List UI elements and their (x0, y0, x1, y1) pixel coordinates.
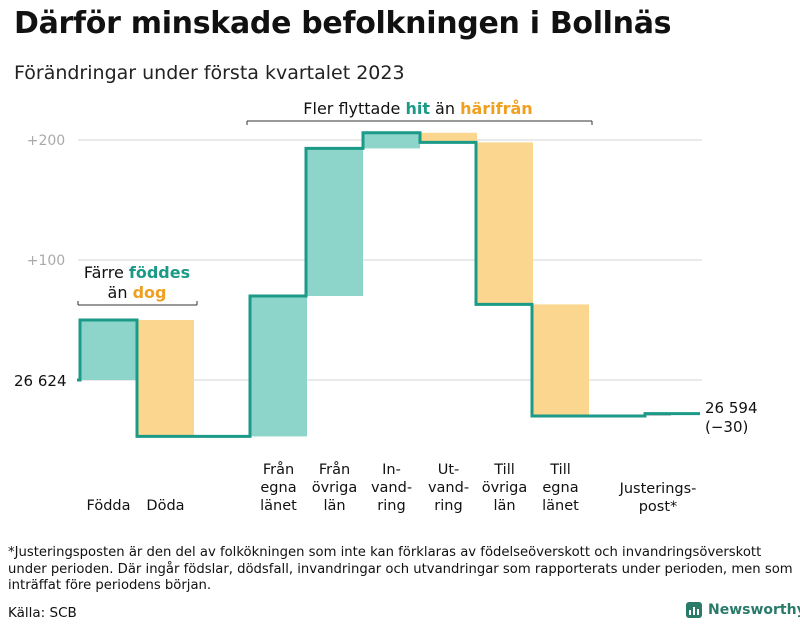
source-label: Källa: SCB (8, 605, 77, 621)
waterfall-bar (532, 304, 589, 416)
end-change-label: (−30) (705, 418, 748, 436)
annotation-births-line1: Färre föddes (84, 263, 190, 282)
x-category-label: övriga (312, 480, 358, 496)
x-category-label: ring (434, 498, 462, 514)
x-category-label: övriga (482, 480, 528, 496)
x-category-label: Födda (87, 498, 131, 514)
start-value-label: 26 624 (14, 372, 67, 390)
x-category-label: Från (263, 461, 294, 478)
x-category-label: län (323, 498, 345, 514)
waterfall-bar (420, 132, 477, 143)
waterfall-bar (476, 142, 533, 305)
waterfall-bar (80, 320, 137, 380)
x-category-label: län (493, 498, 515, 514)
x-category-label: Till (493, 462, 515, 478)
waterfall-chart: +100 +200 26 624 26 594(−30) Födda Döda Från eg… (14, 99, 758, 515)
chart-title: Därför minskade befolkningen i Bollnäs (14, 6, 672, 41)
brand: Newsworthy (686, 602, 800, 618)
x-category-label: In- (382, 462, 401, 478)
x-category-label: vand- (428, 480, 469, 496)
x-category-label: ring (377, 498, 405, 514)
cumulative-step-line (77, 131, 700, 438)
annotation-births-line2: än dog (108, 283, 167, 302)
y-tick-label: +100 (27, 253, 65, 269)
annotation-moves: Fler flyttade hit än härifrån (303, 99, 532, 118)
x-category-label: egna (542, 480, 578, 496)
x-category-label: Döda (146, 498, 184, 514)
brand-name: Newsworthy (708, 602, 800, 618)
x-category-label: länet (260, 498, 297, 514)
end-value-label: 26 594 (705, 399, 758, 417)
waterfall-bar (306, 148, 363, 296)
x-category-label: länet (542, 498, 579, 514)
x-category-label: Till (549, 462, 571, 478)
x-category-label: Från (319, 461, 350, 478)
x-category-label: Ut- (438, 462, 460, 478)
newsworthy-logo-icon (686, 602, 702, 618)
y-tick-label: +200 (27, 133, 65, 149)
x-category-label: post* (639, 499, 678, 515)
x-category-label: Justerings- (619, 481, 697, 497)
x-category-label: egna (260, 480, 296, 496)
waterfall-bar (137, 320, 194, 437)
chart-subtitle: Förändringar under första kvartalet 2023 (14, 62, 405, 84)
waterfall-bar (363, 132, 420, 149)
footnote: *Justeringsposten är den del av folkökni… (8, 545, 793, 593)
x-category-label: vand- (371, 480, 412, 496)
waterfall-bar (250, 296, 307, 437)
